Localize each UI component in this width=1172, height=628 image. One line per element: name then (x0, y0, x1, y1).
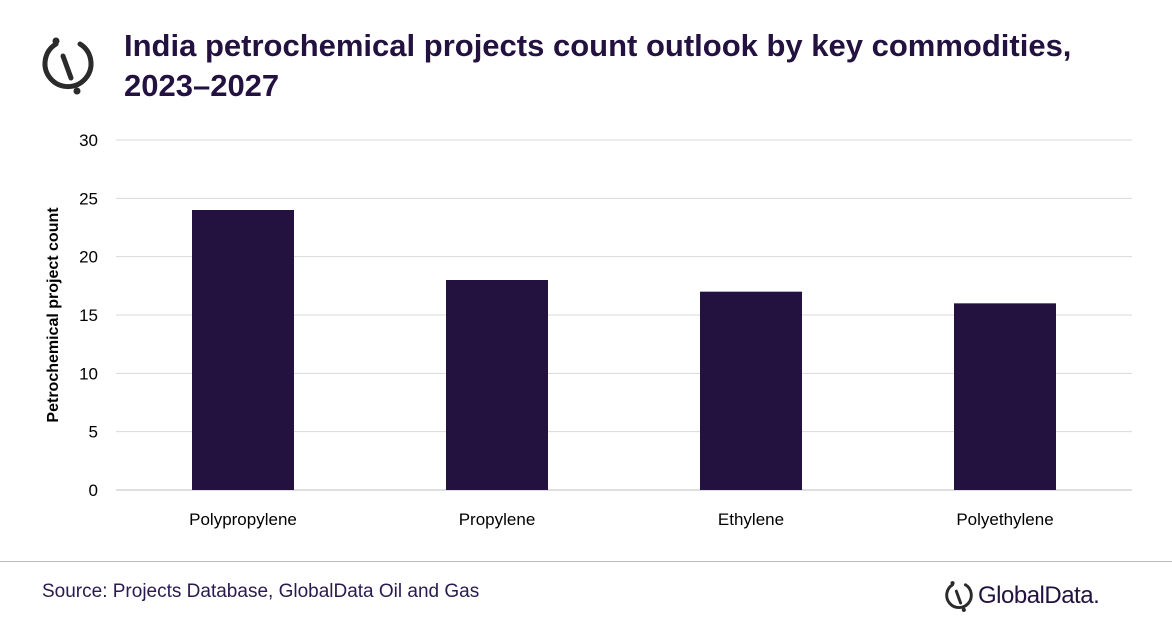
y-tick-label: 5 (89, 423, 98, 442)
y-tick-label: 10 (79, 364, 98, 383)
bar-ethylene (700, 291, 802, 490)
footer-divider (0, 561, 1172, 562)
y-tick-label: 25 (79, 189, 98, 208)
x-axis-ticks: Polypropylene Propylene Ethylene Polyethyle… (189, 510, 1054, 529)
y-tick-label: 0 (89, 481, 98, 500)
y-axis-label: Petrochemical project count (45, 207, 62, 423)
globaldata-logo-icon (945, 581, 973, 612)
y-tick-label: 15 (79, 306, 98, 325)
brand-logo: GlobalData. (944, 578, 1100, 614)
y-tick-label: 30 (79, 131, 98, 150)
brand-name: GlobalData. (978, 582, 1100, 609)
chart-title: India petrochemical projects count outlo… (124, 28, 1072, 103)
x-tick-label: Polypropylene (189, 510, 297, 529)
bar-polypropylene (192, 210, 294, 490)
globaldata-emblem-icon (42, 37, 94, 95)
x-tick-label: Polyethylene (956, 510, 1053, 529)
bar-polyethylene (954, 303, 1056, 490)
bar-chart: 0 5 10 15 20 25 30 Polypropylene Propylene Ethyl… (45, 131, 1132, 529)
bars (192, 210, 1056, 490)
x-tick-label: Ethylene (718, 510, 784, 529)
y-tick-label: 20 (79, 248, 98, 267)
x-tick-label: Propylene (459, 510, 536, 529)
bar-propylene (446, 280, 548, 490)
y-axis-ticks: 0 5 10 15 20 25 30 (79, 131, 98, 500)
source-note: Source: Projects Database, GlobalData Oi… (42, 581, 480, 602)
